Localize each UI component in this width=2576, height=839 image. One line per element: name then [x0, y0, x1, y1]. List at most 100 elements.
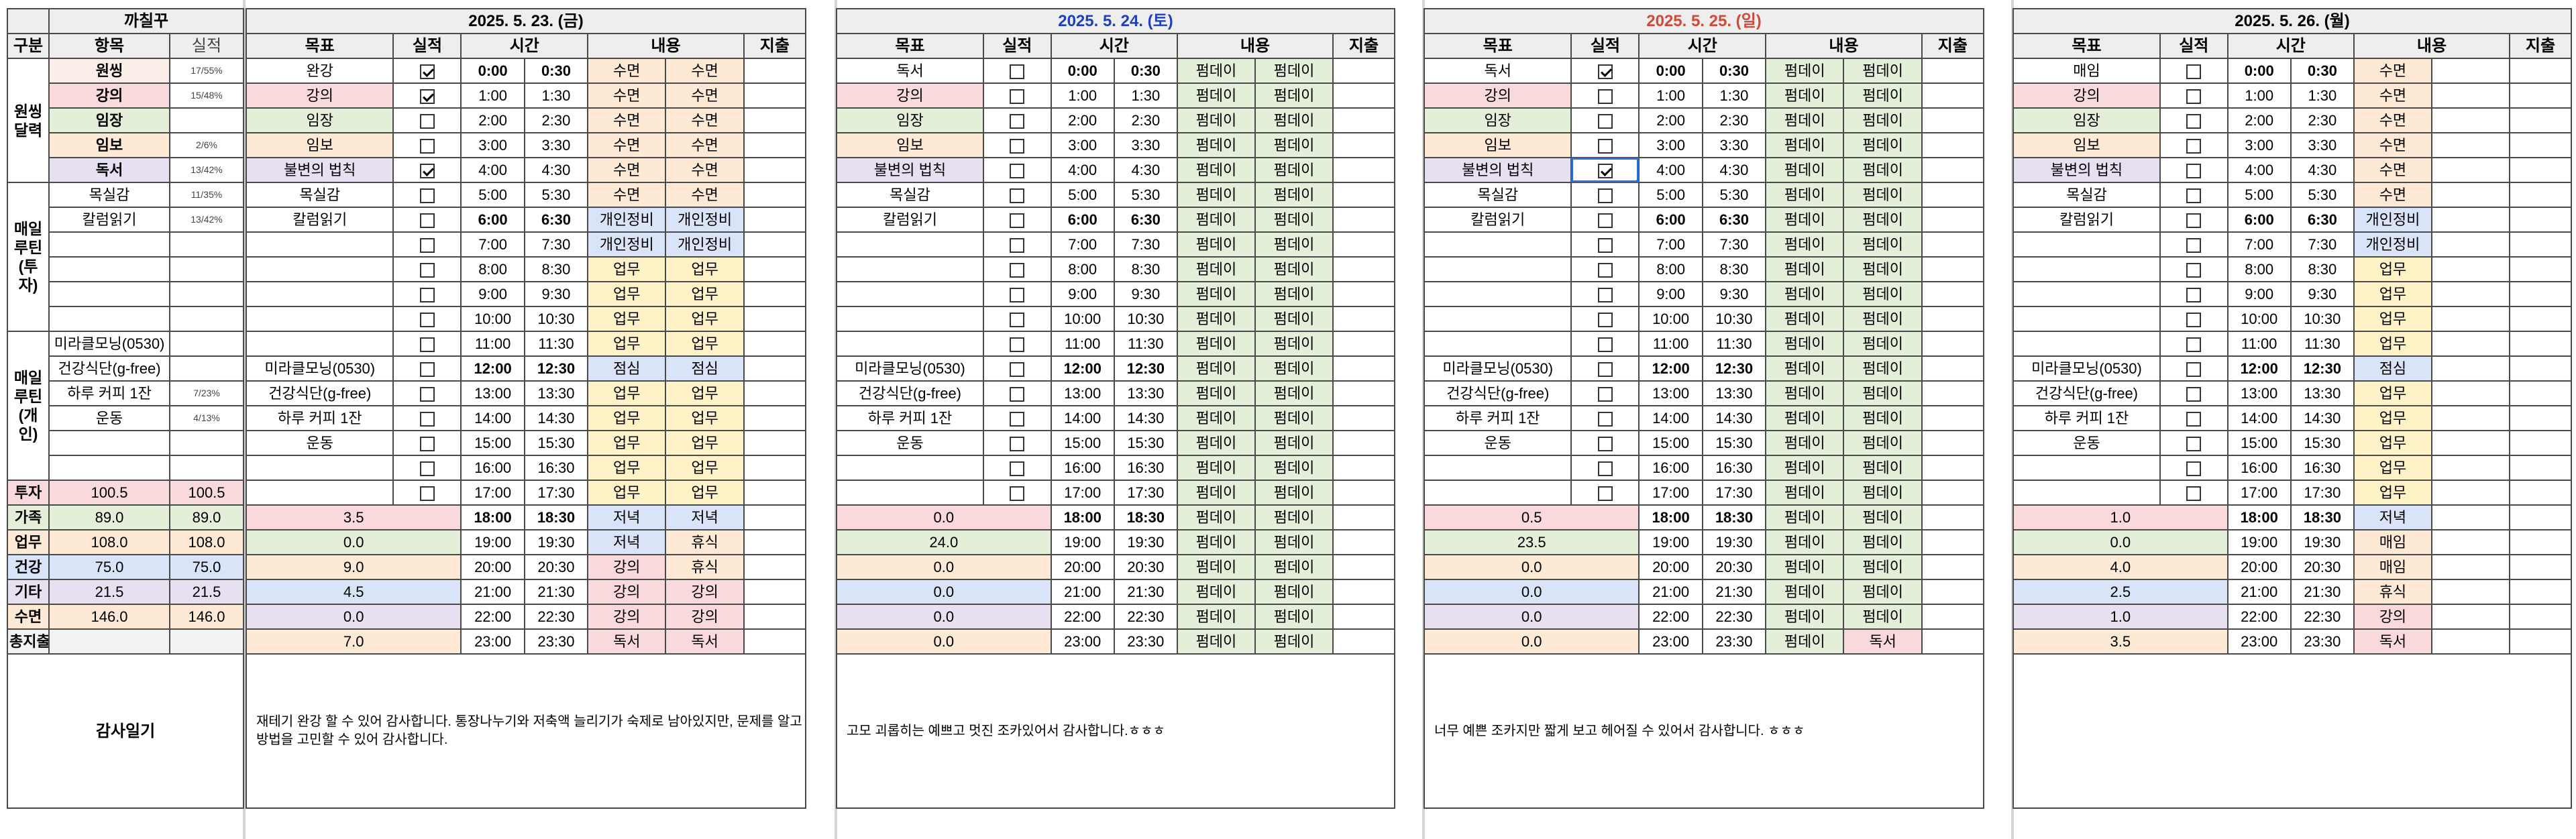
content-a-8[interactable]: 펌데이 [1765, 256, 1845, 282]
goal-3[interactable]: 임보 [245, 132, 394, 158]
content-a-19[interactable]: 펌데이 [1176, 529, 1256, 555]
content-b-16[interactable]: 펌데이 [1843, 455, 1923, 481]
expense-18[interactable] [1332, 504, 1396, 530]
checkbox-14[interactable] [1010, 412, 1025, 427]
check-cell-17[interactable] [1570, 480, 1640, 506]
expense-17[interactable] [1921, 480, 1985, 506]
content-a-3[interactable]: 펌데이 [1176, 132, 1256, 158]
expense-16[interactable] [743, 455, 807, 481]
checkbox-8[interactable] [2186, 263, 2202, 278]
check-cell-9[interactable] [1570, 281, 1640, 307]
goal-7[interactable] [836, 231, 984, 258]
check-cell-11[interactable] [1570, 331, 1640, 357]
content-b-0[interactable]: 펌데이 [1843, 58, 1923, 84]
expense-7[interactable] [1921, 231, 1985, 258]
expense-14[interactable] [2508, 405, 2573, 431]
content-b-0[interactable] [2430, 58, 2510, 84]
expense-5[interactable] [1921, 182, 1985, 208]
content-a-2[interactable]: 펌데이 [1765, 107, 1845, 133]
content-b-22[interactable]: 펌데이 [1843, 604, 1923, 630]
content-a-13[interactable]: 업무 [587, 380, 667, 406]
checkbox-5[interactable] [1010, 188, 1025, 204]
content-a-6[interactable]: 개인정비 [2353, 207, 2432, 233]
content-a-4[interactable]: 펌데이 [1765, 157, 1845, 183]
check-cell-10[interactable] [1570, 306, 1640, 332]
checkbox-11[interactable] [2186, 337, 2202, 353]
goal-7[interactable] [245, 231, 394, 258]
content-b-2[interactable]: 펌데이 [1254, 107, 1334, 133]
content-b-12[interactable]: 점심 [665, 355, 745, 382]
check-cell-13[interactable] [1570, 380, 1640, 406]
expense-13[interactable] [1921, 380, 1985, 406]
content-a-11[interactable]: 펌데이 [1176, 331, 1256, 357]
content-a-2[interactable]: 수면 [2353, 107, 2432, 133]
expense-8[interactable] [2508, 256, 2573, 282]
goal-14[interactable]: 하루 커피 1잔 [2012, 405, 2161, 431]
content-b-9[interactable] [2430, 281, 2510, 307]
check-cell-0[interactable] [2159, 58, 2229, 84]
expense-16[interactable] [1332, 455, 1396, 481]
content-b-13[interactable]: 펌데이 [1254, 380, 1334, 406]
content-a-2[interactable]: 펌데이 [1176, 107, 1256, 133]
expense-23[interactable] [743, 628, 807, 655]
content-a-19[interactable]: 저녁 [587, 529, 667, 555]
expense-0[interactable] [1921, 58, 1985, 84]
check-cell-9[interactable] [2159, 281, 2229, 307]
content-a-16[interactable]: 업무 [2353, 455, 2432, 481]
check-cell-11[interactable] [2159, 331, 2229, 357]
expense-22[interactable] [1332, 604, 1396, 630]
check-cell-9[interactable] [392, 281, 462, 307]
check-cell-12[interactable] [2159, 355, 2229, 382]
checkbox-3[interactable] [1597, 139, 1613, 154]
checkbox-0[interactable] [419, 64, 435, 80]
content-b-18[interactable]: 펌데이 [1843, 504, 1923, 530]
check-cell-1[interactable] [1570, 82, 1640, 109]
item-2-4[interactable] [48, 430, 170, 456]
expense-20[interactable] [1921, 554, 1985, 580]
content-b-20[interactable]: 펌데이 [1843, 554, 1923, 580]
expense-9[interactable] [1921, 281, 1985, 307]
content-a-1[interactable]: 펌데이 [1765, 82, 1845, 109]
goal-0[interactable]: 독서 [836, 58, 984, 84]
expense-16[interactable] [1921, 455, 1985, 481]
item-2-1[interactable]: 건강식단(g-free) [48, 355, 170, 382]
goal-5[interactable]: 목실감 [1423, 182, 1572, 208]
content-b-20[interactable]: 펌데이 [1254, 554, 1334, 580]
content-a-23[interactable]: 독서 [587, 628, 667, 655]
goal-11[interactable] [2012, 331, 2161, 357]
content-a-15[interactable]: 펌데이 [1765, 430, 1845, 456]
check-cell-4[interactable] [2159, 157, 2229, 183]
content-b-3[interactable]: 펌데이 [1254, 132, 1334, 158]
check-cell-3[interactable] [392, 132, 462, 158]
expense-7[interactable] [1332, 231, 1396, 258]
check-cell-9[interactable] [982, 281, 1052, 307]
goal-1[interactable]: 강의 [245, 82, 394, 109]
content-a-1[interactable]: 펌데이 [1176, 82, 1256, 109]
goal-13[interactable]: 건강식단(g-free) [1423, 380, 1572, 406]
check-cell-6[interactable] [2159, 207, 2229, 233]
item-1-1[interactable]: 칼럼읽기 [48, 207, 170, 233]
checkbox-13[interactable] [2186, 387, 2202, 402]
content-b-20[interactable]: 휴식 [665, 554, 745, 580]
expense-17[interactable] [743, 480, 807, 506]
expense-10[interactable] [1921, 306, 1985, 332]
expense-16[interactable] [2508, 455, 2573, 481]
content-b-6[interactable]: 펌데이 [1254, 207, 1334, 233]
expense-8[interactable] [1332, 256, 1396, 282]
checkbox-5[interactable] [419, 188, 435, 204]
content-b-22[interactable]: 강의 [665, 604, 745, 630]
check-cell-17[interactable] [392, 480, 462, 506]
check-cell-5[interactable] [392, 182, 462, 208]
check-cell-1[interactable] [392, 82, 462, 109]
goal-6[interactable]: 칼럼읽기 [836, 207, 984, 233]
expense-20[interactable] [2508, 554, 2573, 580]
content-a-22[interactable]: 강의 [2353, 604, 2432, 630]
goal-14[interactable]: 하루 커피 1잔 [245, 405, 394, 431]
checkbox-2[interactable] [1010, 114, 1025, 129]
content-b-20[interactable] [2430, 554, 2510, 580]
content-b-2[interactable]: 펌데이 [1843, 107, 1923, 133]
goal-0[interactable]: 독서 [1423, 58, 1572, 84]
content-a-16[interactable]: 펌데이 [1176, 455, 1256, 481]
checkbox-7[interactable] [419, 238, 435, 254]
content-a-22[interactable]: 강의 [587, 604, 667, 630]
